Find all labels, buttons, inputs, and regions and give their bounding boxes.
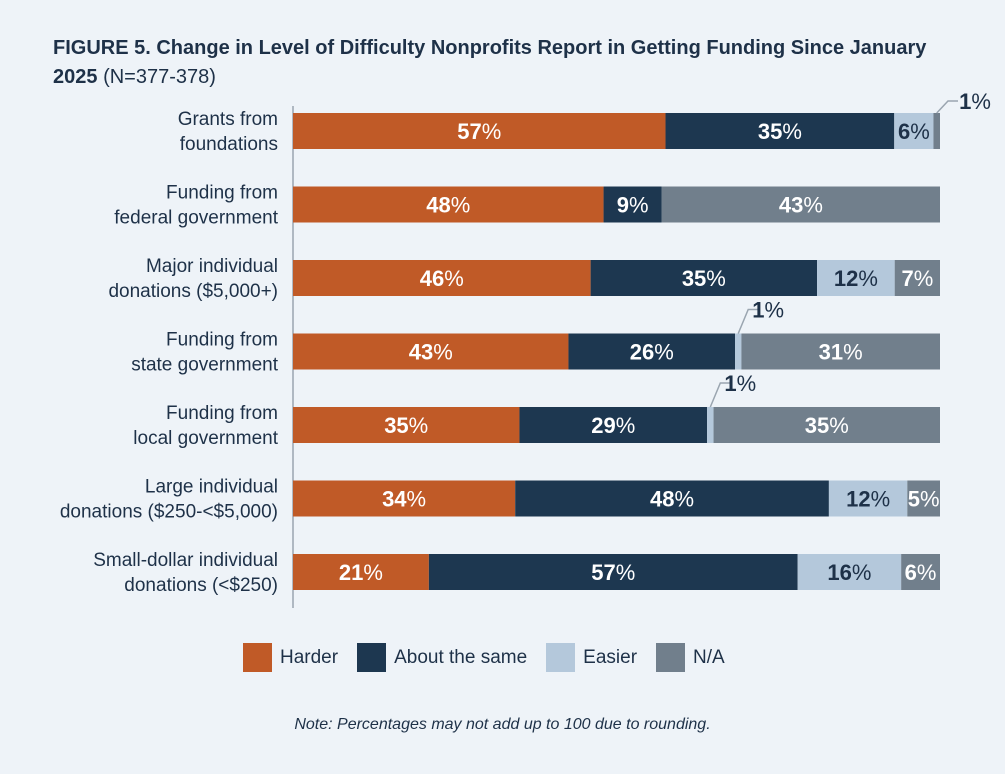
bar-segment-about-the-same-grants-from-foundations: [665, 113, 895, 149]
bar-segment-harder-small-dollar-individual-donations-250: [293, 554, 429, 590]
bar-segment-harder-funding-from-state-government: [293, 333, 569, 370]
data-label-harder-grants-from-foundations: 57%: [457, 119, 501, 144]
bar-segment-n-a-funding-from-local-government: [713, 407, 940, 443]
data-label-harder-funding-from-state-government: 43%: [409, 339, 453, 364]
chart-legend: Harder About the same Easier N/A: [243, 643, 744, 672]
chart-title-sample-size: (N=377-378): [103, 66, 216, 88]
bar-segment-easier-funding-from-state-government: [735, 333, 742, 370]
category-label-funding-from-state-government: Funding from state government: [131, 329, 279, 375]
bar-segment-harder-grants-from-foundations: [293, 113, 666, 149]
data-label-n-a-funding-from-state-government: 31%: [819, 339, 863, 364]
legend-swatch-easier: [546, 643, 576, 672]
data-label-easier-funding-from-state-government: 1%: [752, 297, 784, 322]
bar-segment-easier-major-individual-donations-5-000: [817, 260, 895, 296]
legend-item-harder: Harder: [243, 643, 338, 672]
bar-segment-about-the-same-funding-from-local-government: [519, 407, 708, 443]
bar-segment-n-a-funding-from-federal-government: [661, 186, 940, 223]
data-label-harder-funding-from-local-government: 35%: [384, 413, 428, 438]
data-label-about-the-same-funding-from-local-government: 29%: [591, 413, 635, 438]
data-label-easier-funding-from-local-government: 1%: [724, 371, 756, 396]
bar-segment-n-a-grants-from-foundations: [933, 113, 940, 149]
legend-swatch-n-a: [656, 643, 686, 672]
data-label-easier-grants-from-foundations: 6%: [898, 119, 930, 144]
bar-segment-n-a-major-individual-donations-5-000: [894, 260, 940, 296]
bar-segment-about-the-same-major-individual-donations-5-000: [590, 260, 818, 296]
bar-segment-easier-grants-from-foundations: [894, 113, 934, 149]
bar-segment-harder-funding-from-federal-government: [293, 186, 604, 223]
category-label-small-dollar-individual-donations-250: Small-dollar individual donations (<$250): [93, 550, 278, 596]
data-label-about-the-same-large-individual-donations-250-5-000: 48%: [650, 486, 694, 511]
data-label-n-a-funding-from-local-government: 35%: [805, 413, 849, 438]
data-label-easier-major-individual-donations-5-000: 12%: [834, 266, 878, 291]
bar-segment-about-the-same-funding-from-federal-government: [603, 186, 662, 223]
bar-segment-harder-funding-from-local-government: [293, 407, 520, 443]
data-label-easier-large-individual-donations-250-5-000: 12%: [846, 486, 890, 511]
callout-line-easier-funding-from-local-government: [709, 382, 731, 408]
category-label-funding-from-local-government: Funding from local government: [133, 403, 278, 449]
bar-segment-about-the-same-small-dollar-individual-donations-250: [428, 554, 798, 590]
legend-swatch-about-the-same: [357, 643, 387, 672]
data-label-n-a-grants-from-foundations: 1%: [959, 89, 991, 114]
data-label-easier-small-dollar-individual-donations-250: 16%: [827, 560, 871, 585]
legend-label-n-a: N/A: [693, 646, 725, 668]
callout-line-easier-funding-from-state-government: [737, 308, 759, 334]
category-label-grants-from-foundations: Grants from foundations: [178, 109, 278, 155]
bar-segment-n-a-funding-from-state-government: [741, 333, 940, 370]
legend-item-easier: Easier: [546, 643, 637, 672]
chart-note: Note: Percentages may not add up to 100 …: [294, 716, 711, 733]
category-label-major-individual-donations-5-000: Major individual donations ($5,000+): [108, 256, 278, 302]
data-label-n-a-large-individual-donations-250-5-000: 5%: [908, 486, 940, 511]
bar-segment-about-the-same-funding-from-state-government: [568, 333, 736, 370]
data-label-about-the-same-grants-from-foundations: 35%: [758, 119, 802, 144]
data-label-about-the-same-small-dollar-individual-donations-250: 57%: [591, 560, 635, 585]
data-label-about-the-same-funding-from-state-government: 26%: [630, 339, 674, 364]
stacked-bar-chart: Grants from foundations 57% 35% 6% 1% Funding …: [60, 89, 991, 608]
data-label-about-the-same-major-individual-donations-5-000: 35%: [682, 266, 726, 291]
legend-swatch-harder: [243, 643, 272, 672]
bar-segment-easier-large-individual-donations-250-5-000: [828, 480, 908, 517]
legend-label-about-the-same: About the same: [394, 646, 528, 668]
data-label-harder-major-individual-donations-5-000: 46%: [420, 266, 464, 291]
bar-segment-harder-large-individual-donations-250-5-000: [293, 480, 516, 517]
bar-segment-easier-small-dollar-individual-donations-250: [797, 554, 902, 590]
legend-item-about-the-same: About the same: [357, 643, 527, 672]
callout-line-n-a-grants-from-foundations: [936, 100, 958, 114]
chart-title: FIGURE 5. Change in Level of Difficulty …: [53, 34, 973, 92]
bar-segment-easier-funding-from-local-government: [707, 407, 714, 443]
chart-title-main: FIGURE 5. Change in Level of Difficulty …: [53, 37, 927, 88]
bar-segment-n-a-small-dollar-individual-donations-250: [901, 554, 940, 590]
bar-segment-about-the-same-large-individual-donations-250-5-000: [515, 480, 829, 517]
legend-label-easier: Easier: [583, 646, 638, 668]
category-label-large-individual-donations-250-5-000: Large individual donations ($250-<$5,000): [60, 476, 278, 522]
data-label-harder-large-individual-donations-250-5-000: 34%: [382, 486, 426, 511]
bar-segment-n-a-large-individual-donations-250-5-000: [907, 480, 940, 517]
data-label-n-a-major-individual-donations-5-000: 7%: [901, 266, 933, 291]
bar-segment-harder-major-individual-donations-5-000: [293, 260, 591, 296]
data-label-harder-funding-from-federal-government: 48%: [426, 192, 470, 217]
legend-label-harder: Harder: [280, 646, 339, 668]
legend-item-n-a: N/A: [656, 643, 725, 672]
data-label-n-a-small-dollar-individual-donations-250: 6%: [905, 560, 937, 585]
data-label-about-the-same-funding-from-federal-government: 9%: [617, 192, 649, 217]
category-label-funding-from-federal-government: Funding from federal government: [114, 182, 278, 228]
data-label-n-a-funding-from-federal-government: 43%: [779, 192, 823, 217]
data-label-harder-small-dollar-individual-donations-250: 21%: [339, 560, 383, 585]
